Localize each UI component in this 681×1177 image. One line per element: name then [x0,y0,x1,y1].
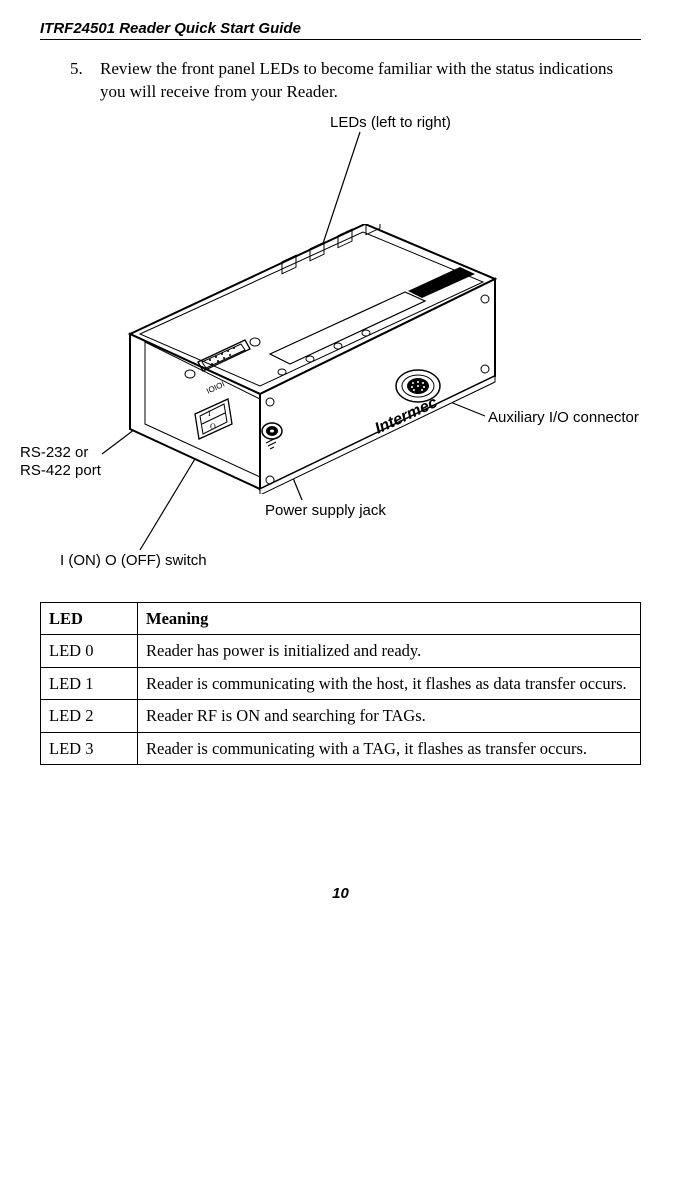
svg-text:O: O [210,422,216,431]
step-item: 5. Review the front panel LEDs to become… [70,58,641,104]
page-number: 10 [40,885,641,902]
table-row: LED 1 Reader is communicating with the h… [41,667,641,699]
cell-meaning: Reader has power is initialized and read… [138,635,641,667]
table-row: LED 2 Reader RF is ON and searching for … [41,700,641,732]
led-table: LED Meaning LED 0 Reader has power is in… [40,602,641,765]
cell-led: LED 3 [41,732,138,764]
page-header: ITRF24501 Reader Quick Start Guide [40,20,641,40]
cell-meaning: Reader is communicating with the host, i… [138,667,641,699]
step-number: 5. [70,58,100,104]
col-header-led: LED [41,602,138,634]
table-header-row: LED Meaning [41,602,641,634]
cell-led: LED 0 [41,635,138,667]
cell-led: LED 1 [41,667,138,699]
device-figure: LEDs (left to right) Auxiliary I/O conne… [40,114,641,594]
table-row: LED 3 Reader is communicating with a TAG… [41,732,641,764]
step-text: Review the front panel LEDs to become fa… [100,58,641,104]
col-header-meaning: Meaning [138,602,641,634]
cell-led: LED 2 [41,700,138,732]
cell-meaning: Reader is communicating with a TAG, it f… [138,732,641,764]
table-row: LED 0 Reader has power is initialized an… [41,635,641,667]
device-illustration: IOIOI Intermec I O [110,224,500,494]
svg-text:I: I [208,409,211,418]
cell-meaning: Reader RF is ON and searching for TAGs. [138,700,641,732]
